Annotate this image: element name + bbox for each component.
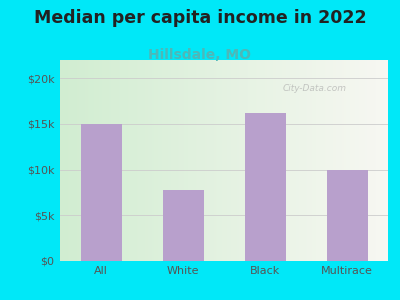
Bar: [244, 113, 286, 261]
Bar: [162, 190, 204, 261]
Text: Median per capita income in 2022: Median per capita income in 2022: [34, 9, 366, 27]
Text: City-Data.com: City-Data.com: [283, 84, 347, 93]
Bar: [326, 169, 368, 261]
Bar: [80, 124, 122, 261]
Text: Hillsdale, MO: Hillsdale, MO: [148, 48, 252, 62]
